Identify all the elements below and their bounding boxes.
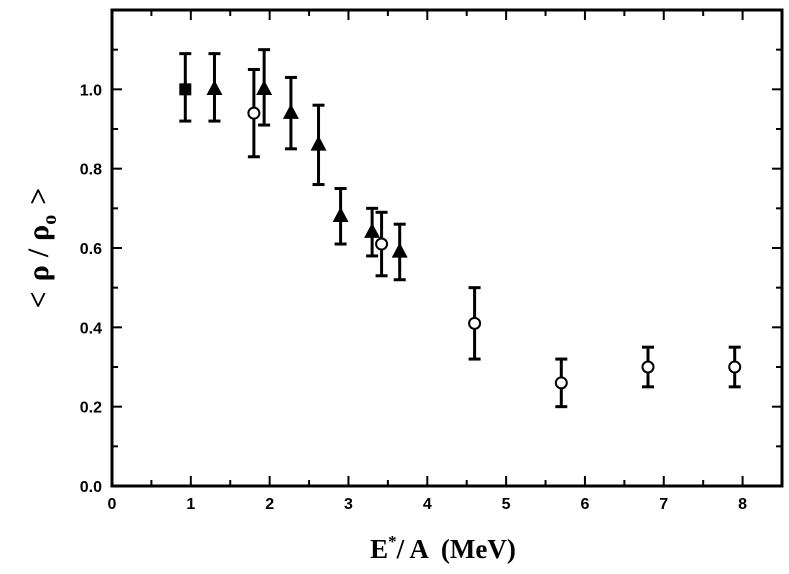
- data-point-triangle: [391, 242, 408, 258]
- data-point-triangle: [206, 80, 223, 96]
- data-point-triangle: [332, 206, 349, 222]
- y-axis-title: <ρ/ρo>: [22, 188, 61, 309]
- y-axis-title-rho0: ρ: [22, 225, 55, 241]
- x-tick-label: 7: [659, 496, 668, 513]
- y-tick-label: 0.6: [80, 241, 102, 258]
- x-tick-label: 5: [502, 496, 511, 513]
- data-point-triangle: [310, 135, 327, 151]
- x-tick-label: 0: [108, 496, 117, 513]
- plot-frame: [110, 8, 784, 488]
- y-axis-title-close: >: [22, 188, 55, 205]
- axes-layer: [110, 8, 784, 488]
- x-tick-label: 2: [265, 496, 274, 513]
- data-point-triangle: [282, 103, 299, 119]
- x-axis-title-main: E: [370, 534, 388, 564]
- y-tick-label: 0.8: [80, 162, 102, 179]
- tick-label-layer: 0 1 2 3 4 5 6 7 8 0.0 0.2 0.4 0.6 0.8 1.0: [80, 82, 747, 513]
- errorbar-layer: [179, 48, 741, 409]
- x-tick-label: 4: [423, 496, 432, 513]
- data-point-circle: [375, 237, 389, 251]
- x-axis-title-rest: / A (MeV): [396, 534, 516, 564]
- y-tick-label: 1.0: [80, 82, 102, 99]
- data-point-circle: [468, 316, 482, 330]
- x-axis-title: E*/ A (MeV): [370, 532, 516, 564]
- data-point-circle: [247, 106, 261, 120]
- x-tick-label: 8: [738, 496, 747, 513]
- data-point-square: [179, 83, 192, 96]
- data-point-circle: [554, 376, 568, 390]
- data-point-triangle: [256, 80, 273, 96]
- data-point-circle: [641, 360, 655, 374]
- x-tick-label: 6: [580, 496, 589, 513]
- y-tick-label: 0.4: [80, 320, 102, 337]
- y-axis-title-open: <: [22, 291, 55, 308]
- x-tick-label: 3: [344, 496, 353, 513]
- marker-layer: [179, 80, 742, 390]
- data-point-circle: [728, 360, 742, 374]
- y-axis-title-slash: /: [22, 248, 55, 258]
- y-axis-title-rho: ρ: [22, 265, 55, 281]
- x-tick-label: 1: [186, 496, 195, 513]
- y-tick-label: 0.2: [80, 400, 102, 417]
- y-tick-label: 0.0: [80, 479, 102, 496]
- data-point-triangle: [364, 222, 381, 238]
- x-axis-title-sup: *: [388, 532, 397, 551]
- y-axis-title-sub: o: [39, 215, 61, 225]
